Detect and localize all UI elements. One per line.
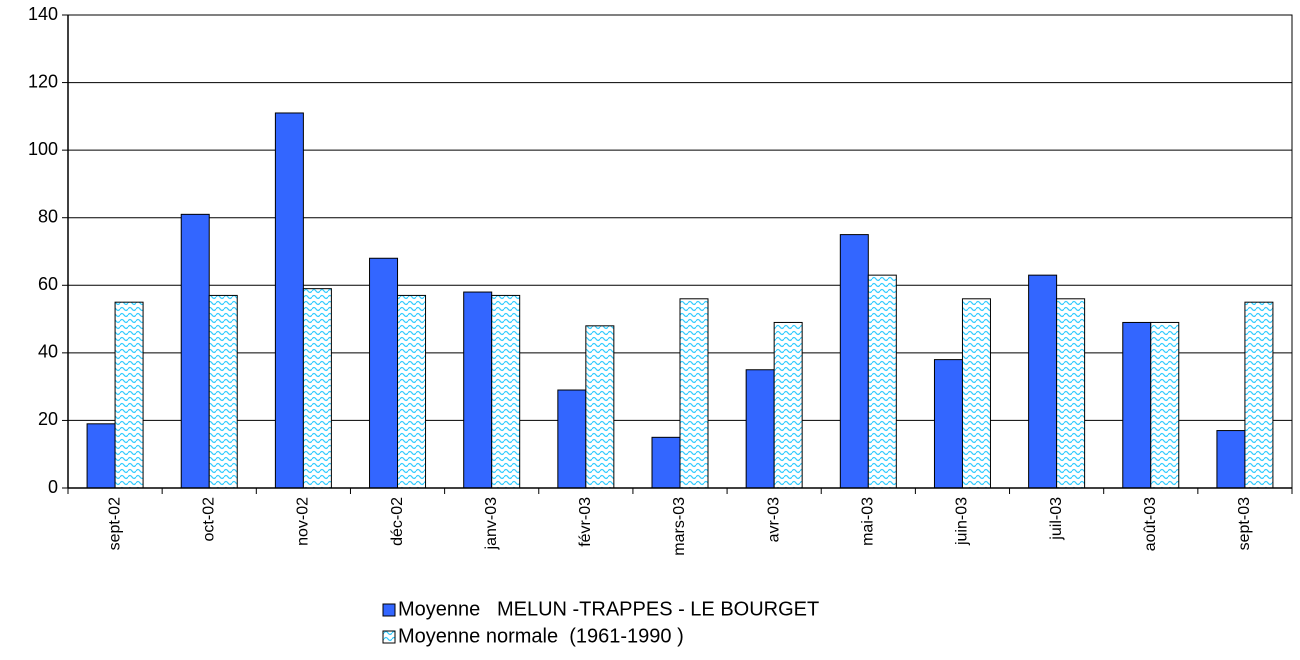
y-tick-label: 100 [28,139,58,159]
bar [1122,321,1152,489]
bar [1056,298,1086,489]
legend-label: Moyenne MELUN -TRAPPES - LE BOURGET [398,598,819,620]
x-tick-label: oct-02 [200,497,217,542]
bar [745,369,775,489]
x-tick-label: janv-03 [483,497,500,551]
y-tick-label: 60 [38,274,58,294]
bar [867,274,897,489]
bar [1028,274,1058,489]
bar [1244,301,1274,489]
bar [208,294,238,489]
bar [1150,321,1180,489]
y-tick-label: 40 [38,342,58,362]
bar [463,291,493,489]
legend-swatch [382,603,396,617]
bar [274,112,304,489]
legend-swatch [382,630,396,644]
bar [491,294,521,489]
bar [679,298,709,489]
legend-label: Moyenne normale (1961-1990 ) [398,625,684,647]
x-tick-label: juin-03 [954,497,971,546]
bar [773,321,803,489]
bar [585,325,615,489]
x-tick-label: févr-03 [577,497,594,547]
y-tick-label: 80 [38,206,58,226]
x-tick-label: sept-03 [1236,497,1253,550]
y-tick-label: 0 [48,477,58,497]
y-tick-label: 140 [28,4,58,24]
x-tick-label: mai-03 [860,497,877,546]
x-tick-label: déc-02 [389,497,406,546]
bar [933,359,963,489]
bar [369,257,399,489]
bar [114,301,144,489]
bar [557,389,587,489]
bar [1216,430,1246,489]
x-tick-label: août-03 [1142,497,1159,551]
bar [839,234,869,489]
x-tick-label: juil-03 [1048,497,1065,541]
bar [180,213,210,489]
y-tick-label: 120 [28,71,58,91]
y-tick-label: 20 [38,409,58,429]
bar [86,423,116,489]
x-tick-label: nov-02 [295,497,312,546]
bar [961,298,991,489]
bar [302,288,332,489]
x-tick-label: avr-03 [765,497,782,542]
bar [397,294,427,489]
x-tick-label: mars-03 [671,497,688,556]
bar [651,436,681,489]
x-tick-label: sept-02 [106,497,123,550]
